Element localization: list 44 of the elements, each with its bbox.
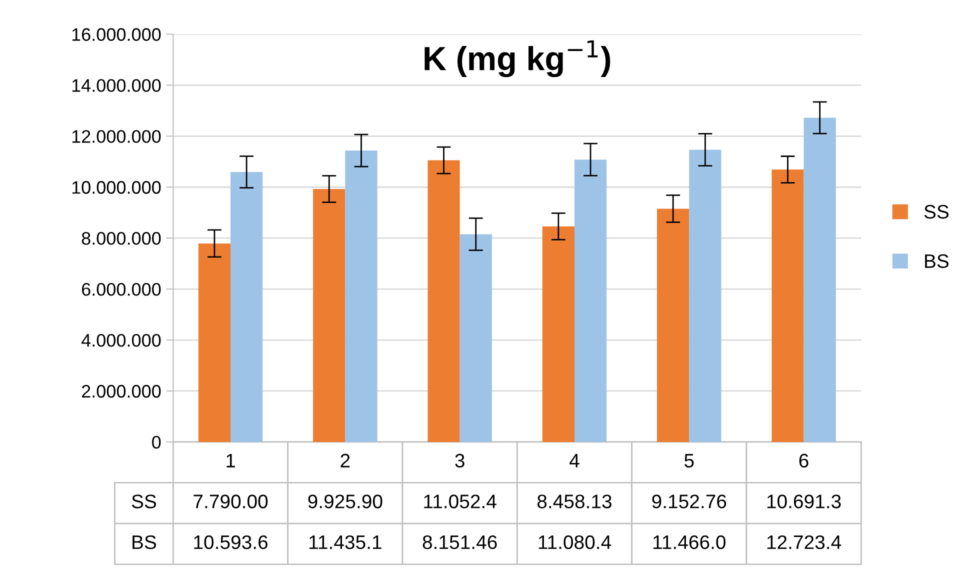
y-tick-label: 4.000.000 bbox=[81, 334, 161, 347]
data-label: 7.790.00 bbox=[194, 494, 268, 508]
x-tick-label: 2 bbox=[340, 454, 350, 468]
bar bbox=[804, 118, 836, 442]
chart-title: K (mg kg$^{−1}$) bbox=[424, 40, 610, 78]
data-label: 10.691.3 bbox=[767, 494, 841, 508]
y-tick-label: 8.000.000 bbox=[82, 232, 161, 245]
bar bbox=[772, 170, 804, 442]
x-tick-label: 5 bbox=[684, 454, 694, 468]
bar bbox=[460, 234, 492, 442]
data-label: 11.052.4 bbox=[424, 494, 496, 508]
y-tick-label: 2.000.000 bbox=[82, 384, 161, 398]
bar bbox=[313, 189, 346, 442]
x-tick-label: 6 bbox=[799, 454, 808, 468]
y-tick-label: 16.000.000 bbox=[72, 28, 161, 41]
data-label: 12.723.4 bbox=[767, 535, 842, 550]
data-label: 11.466.0 bbox=[653, 535, 726, 550]
data-label: 8.458.13 bbox=[537, 494, 612, 508]
data-label: 9.925.90 bbox=[308, 494, 382, 508]
y-tick-label: 14.000.000 bbox=[72, 79, 161, 92]
y-tick-label: 10.000.000 bbox=[72, 181, 161, 194]
bar bbox=[198, 243, 231, 442]
data-label: 9.152.76 bbox=[652, 494, 726, 508]
text: SS bbox=[132, 494, 156, 508]
y-tick-label: 12.000.000 bbox=[72, 130, 161, 143]
data-label: 11.435.1 bbox=[310, 535, 382, 550]
legend-label: BS bbox=[925, 254, 949, 268]
text: BS bbox=[132, 535, 156, 550]
bar bbox=[428, 160, 460, 442]
bar bbox=[230, 172, 263, 442]
bar bbox=[345, 150, 378, 442]
x-tick-label: 3 bbox=[455, 454, 464, 468]
x-tick-label: 1 bbox=[226, 454, 235, 468]
data-label: 10.593.6 bbox=[194, 535, 268, 550]
bar bbox=[657, 208, 690, 442]
bar bbox=[542, 226, 574, 442]
y-tick-label: 6.000.000 bbox=[82, 282, 161, 296]
bar bbox=[574, 160, 607, 442]
bar bbox=[689, 150, 722, 442]
data-label: 11.080.4 bbox=[538, 535, 612, 550]
legend-label: SS bbox=[924, 204, 949, 219]
y-tick-label: 0 bbox=[152, 436, 161, 449]
data-label: 8.151.46 bbox=[422, 535, 497, 550]
x-tick-label: 4 bbox=[570, 454, 580, 468]
